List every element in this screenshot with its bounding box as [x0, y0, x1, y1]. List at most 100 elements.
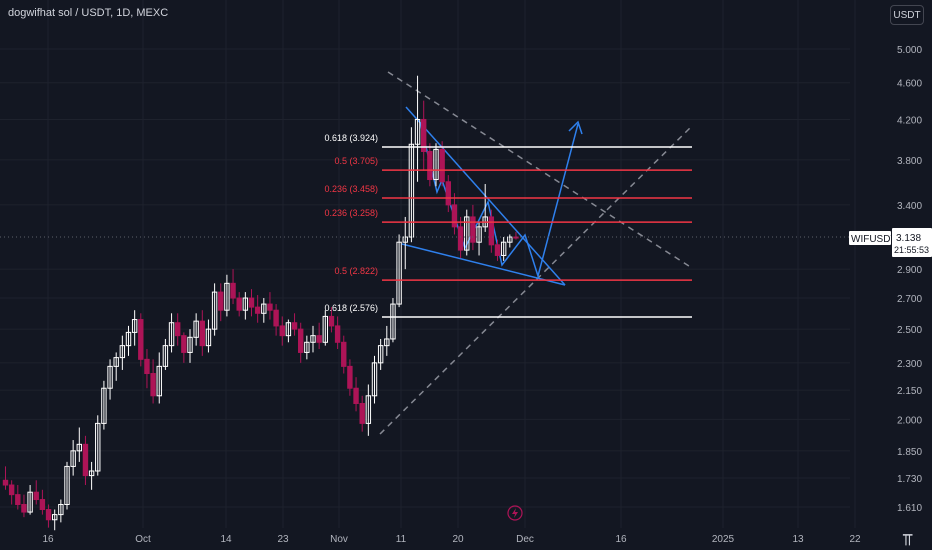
candle-body [27, 491, 33, 513]
time-tick-label: 2025 [712, 534, 735, 545]
candle-body [377, 345, 384, 364]
price-tick-label: 2.300 [897, 359, 922, 370]
candle-body [33, 491, 39, 501]
candle-body [70, 450, 76, 467]
candle-body [261, 303, 267, 314]
time-tick-label: 22 [849, 534, 861, 545]
candle-body [445, 181, 452, 206]
time-tick-label: 11 [396, 534, 407, 545]
candle-body [334, 325, 341, 343]
fib-level-label: 0.5 (3.705) [334, 156, 378, 166]
candle-body [39, 499, 46, 511]
time-tick-label: 16 [42, 534, 54, 545]
time-tick-label: Oct [135, 534, 151, 545]
fibonacci-levels: 0.618 (3.924) 0.5 (3.705) 0.236 (3.458) 0.2… [324, 133, 692, 318]
candle-body [353, 387, 359, 404]
candle-body [285, 322, 292, 337]
currency-button[interactable]: USDT [890, 5, 924, 25]
candle-body [168, 322, 175, 347]
candle-body [211, 291, 218, 330]
time-tick-label: 23 [277, 534, 289, 545]
candle-body [248, 297, 255, 308]
candle-body [390, 303, 396, 340]
time-tick-label: 16 [615, 534, 627, 545]
candle-body [131, 319, 138, 333]
fib-level-label: 0.5 (2.822) [334, 266, 378, 276]
candle-body [439, 148, 445, 183]
candle-body [144, 358, 150, 375]
candle-body [8, 484, 15, 496]
candle-body [224, 282, 230, 311]
price-tag-value: 3.138 [896, 233, 921, 244]
price-tick-label: 4.200 [897, 115, 922, 126]
candle-body [101, 387, 107, 424]
dashed-trendline-up [379, 125, 693, 435]
time-tick-label: 14 [220, 534, 232, 545]
price-tick-label: 1.610 [897, 503, 922, 514]
candle-body [488, 216, 495, 246]
event-flash-icon[interactable] [507, 505, 523, 521]
fib-level-label: 0.618 (3.924) [324, 133, 378, 143]
candle-body [507, 236, 513, 243]
candle-body [427, 150, 433, 181]
candle-body [470, 216, 476, 243]
candle-body [341, 341, 347, 367]
price-tick-label: 2.900 [897, 265, 922, 276]
price-tick-label: 2.700 [897, 294, 922, 305]
last-price-tag: WIFUSDT 3.138 21:55:53 [849, 228, 932, 257]
fib-level-label: 0.618 (2.576) [324, 303, 378, 313]
candle-body [236, 297, 242, 311]
grid-lines [0, 0, 856, 528]
candle-body [2, 479, 9, 486]
candle-body [298, 328, 304, 353]
candle-body [494, 244, 501, 256]
candle-body [230, 282, 236, 299]
candle-body [464, 216, 470, 251]
time-tick-label: 13 [792, 534, 804, 545]
candle-body [156, 365, 162, 397]
tradingview-logo: ⫪ [903, 530, 913, 549]
price-axis[interactable]: 5.000 4.600 4.200 3.800 3.400 2.900 2.700 2.500… [897, 45, 922, 514]
price-tag-symbol: WIFUSDT [851, 234, 897, 245]
price-tick-label: 3.800 [897, 156, 922, 167]
candle-body [187, 336, 193, 353]
time-tick-label: 20 [452, 534, 464, 545]
candle-body [119, 345, 126, 359]
candle-body [199, 320, 206, 347]
candle-body [365, 395, 372, 424]
candle-body [396, 241, 402, 305]
time-axis[interactable]: 16 Oct 14 23 Nov 11 20 Dec 16 2025 13 22 [42, 534, 861, 545]
candle-body [175, 322, 181, 337]
candle-body [384, 338, 390, 347]
fib-level-label: 0.236 (3.258) [324, 208, 378, 218]
candlestick-series [2, 75, 519, 531]
price-tick-label: 5.000 [897, 45, 922, 56]
candle-body [76, 443, 82, 452]
candle-body [58, 503, 64, 516]
triangle-lower-line [401, 243, 566, 286]
price-tick-label: 4.600 [897, 79, 922, 90]
candle-body [150, 373, 156, 397]
candle-body [88, 470, 95, 477]
price-tick-label: 2.150 [897, 386, 922, 397]
candle-body [513, 236, 519, 239]
price-tick-label: 1.730 [897, 474, 922, 485]
arrow-head [568, 120, 583, 135]
candle-body [52, 514, 58, 521]
candle-body [45, 509, 52, 521]
candle-body [113, 357, 119, 367]
candle-body [476, 226, 482, 243]
candle-body [359, 402, 365, 424]
candle-body [279, 325, 285, 337]
candle-body [304, 341, 310, 353]
candle-body [218, 291, 224, 311]
price-tick-label: 2.500 [897, 325, 922, 336]
candle-body [15, 494, 21, 505]
candle-body [322, 315, 329, 343]
chart-title: dogwifhat sol / USDT, 1D, MEXC [8, 7, 169, 19]
price-tick-label: 2.000 [897, 415, 922, 426]
candle-body [402, 236, 408, 243]
drawing-layer [379, 71, 693, 435]
fib-level-label: 0.236 (3.458) [324, 184, 378, 194]
